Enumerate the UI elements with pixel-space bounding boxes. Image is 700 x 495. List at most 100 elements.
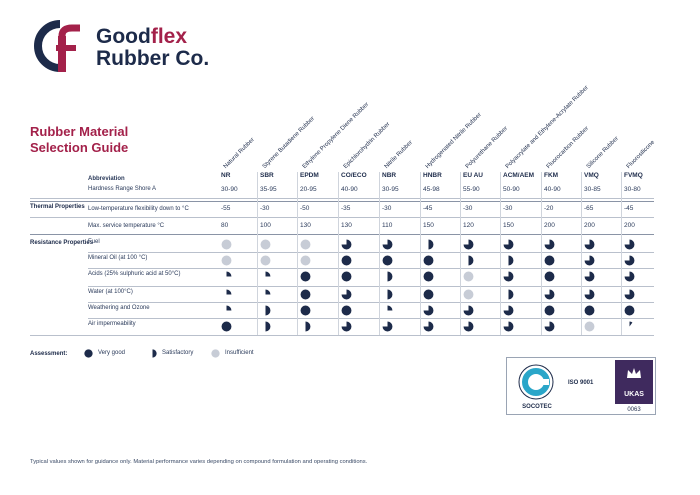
ukas-label: UKAS: [624, 391, 644, 398]
rating-insufficient: [221, 255, 232, 266]
rating-pie-icon: [584, 321, 595, 332]
hardness-value: 40-90: [544, 186, 561, 193]
column-header-name: Fluorocarbon Rubber: [545, 125, 591, 170]
rating-full: [624, 305, 635, 316]
rating-partial: [508, 255, 514, 266]
rating-pie-icon: [260, 239, 271, 250]
column-divider: [379, 172, 380, 335]
insufficient-icon: [211, 349, 220, 358]
crown-icon: [627, 368, 641, 378]
max-temp-value: 130: [341, 222, 352, 229]
rating-partial: [624, 271, 635, 282]
rating-pie-icon: [544, 289, 555, 300]
row-label-resistance: Weathering and Ozone: [88, 305, 150, 311]
rating-partial: [226, 289, 232, 295]
rating-partial: [503, 305, 514, 316]
rating-pie-icon: [341, 255, 352, 266]
rating-pie-icon: [508, 289, 514, 300]
rating-pie-icon: [544, 321, 555, 332]
rating-pie-icon: [341, 289, 352, 300]
rating-pie-icon: [423, 305, 434, 316]
rating-pie-icon: [463, 305, 474, 316]
rating-partial: [544, 239, 555, 250]
rating-pie-icon: [300, 271, 311, 282]
hardness-value: 30-90: [221, 186, 238, 193]
rating-full: [584, 305, 595, 316]
max-temp-value: 100: [260, 222, 271, 229]
rating-full: [544, 255, 555, 266]
rating-partial: [463, 305, 474, 316]
rating-partial: [382, 239, 393, 250]
rating-pie-icon: [265, 271, 271, 277]
table-divider: [30, 201, 654, 202]
hardness-value: 50-90: [503, 186, 520, 193]
column-divider: [500, 172, 501, 335]
rating-pie-icon: [423, 255, 434, 266]
rating-partial: [226, 305, 232, 311]
max-temp-value: 110: [382, 222, 393, 229]
rating-pie-icon: [624, 239, 635, 250]
rating-pie-icon: [624, 271, 635, 282]
rating-insufficient: [260, 255, 271, 266]
column-abbreviation: FVMQ: [624, 172, 643, 179]
satisfactory-icon: [152, 349, 157, 358]
column-divider: [621, 172, 622, 335]
rating-partial: [226, 271, 232, 277]
max-temp-value: 200: [544, 222, 555, 229]
rating-pie-icon: [544, 239, 555, 250]
low-temp-value: -45: [624, 205, 634, 212]
rating-pie-icon: [423, 289, 434, 300]
rating-pie-icon: [584, 289, 595, 300]
max-temp-value: 150: [503, 222, 514, 229]
rating-pie-icon: [387, 289, 393, 300]
rating-insufficient: [463, 271, 474, 282]
column-abbreviation: ACM/AEM: [503, 172, 535, 179]
table-divider: [88, 252, 654, 253]
rating-pie-icon: [221, 255, 232, 266]
rating-pie-icon: [503, 271, 514, 282]
column-abbreviation: FKM: [544, 172, 559, 179]
hardness-value: 45-98: [423, 186, 440, 193]
rating-pie-icon: [584, 255, 595, 266]
rating-pie-icon: [226, 305, 232, 311]
rating-pie-icon: [300, 239, 311, 250]
rating-pie-icon: [508, 255, 514, 266]
iso-label: ISO 9001: [568, 380, 594, 386]
rating-partial: [584, 271, 595, 282]
rating-full: [423, 289, 434, 300]
column-header-name: Silicone Rubber: [585, 135, 620, 170]
column-divider: [460, 172, 461, 335]
rating-pie-icon: [341, 321, 352, 332]
rating-pie-icon: [629, 321, 633, 327]
column-header-name: Epichlorohydrin Rubber: [342, 121, 392, 170]
table-divider: [30, 234, 654, 235]
row-label-max-temp: Max. service temperature °C: [88, 223, 165, 229]
rating-partial: [341, 321, 352, 332]
max-temp-value: 80: [221, 222, 229, 229]
rating-partial: [508, 289, 514, 300]
low-temp-value: -45: [423, 205, 433, 212]
hardness-value: 30-95: [382, 186, 399, 193]
rating-partial: [544, 289, 555, 300]
max-temp-value: 120: [463, 222, 474, 229]
rating-pie-icon: [300, 289, 311, 300]
rating-partial: [463, 321, 474, 332]
rating-partial: [503, 321, 514, 332]
low-temp-value: -65: [584, 205, 594, 212]
hardness-value: 20-95: [300, 186, 317, 193]
rating-pie-icon: [265, 321, 271, 332]
rating-pie-icon: [624, 255, 635, 266]
rating-partial: [584, 289, 595, 300]
ukas-number: 0063: [627, 407, 641, 413]
rating-pie-icon: [382, 239, 393, 250]
rating-partial: [305, 321, 311, 332]
column-abbreviation: NBR: [382, 172, 397, 179]
low-temp-value: -30: [260, 205, 270, 212]
rating-pie-icon: [503, 321, 514, 332]
rating-pie-icon: [463, 289, 474, 300]
rating-partial: [387, 289, 393, 300]
brand-name: Goodflex Rubber Co.: [96, 25, 210, 70]
very-good-icon: [84, 349, 93, 358]
table-divider: [30, 198, 654, 199]
socotec-label: SOCOTEC: [522, 404, 552, 410]
